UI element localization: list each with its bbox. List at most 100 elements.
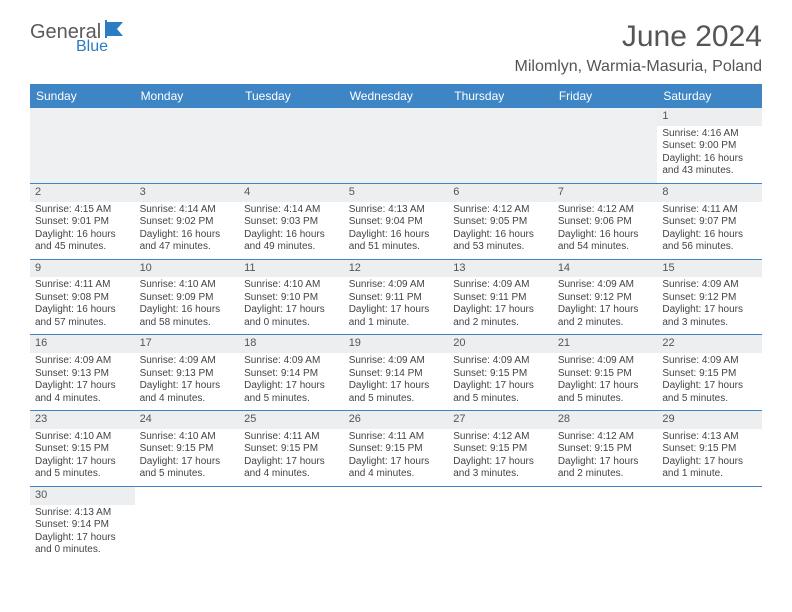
- calendar-cell: [135, 108, 240, 183]
- sunrise-text: Sunrise: 4:09 AM: [349, 279, 444, 292]
- calendar-cell: 16Sunrise: 4:09 AMSunset: 9:13 PMDayligh…: [30, 335, 135, 411]
- sunrise-text: Sunrise: 4:13 AM: [35, 507, 130, 520]
- daylight-text: Daylight: 17 hours and 2 minutes.: [453, 304, 548, 329]
- calendar-cell: [239, 108, 344, 183]
- daylight-text: Daylight: 17 hours and 2 minutes.: [558, 456, 653, 481]
- sunrise-text: Sunrise: 4:11 AM: [35, 279, 130, 292]
- daylight-text: Daylight: 16 hours and 56 minutes.: [662, 229, 757, 254]
- sunset-text: Sunset: 9:02 PM: [140, 216, 235, 229]
- calendar-cell: 13Sunrise: 4:09 AMSunset: 9:11 PMDayligh…: [448, 259, 553, 335]
- sunset-text: Sunset: 9:14 PM: [244, 368, 339, 381]
- daylight-text: Daylight: 17 hours and 0 minutes.: [244, 304, 339, 329]
- sunrise-text: Sunrise: 4:09 AM: [558, 355, 653, 368]
- day-number: 20: [448, 335, 553, 353]
- sunset-text: Sunset: 9:15 PM: [349, 443, 444, 456]
- calendar-body: 1Sunrise: 4:16 AMSunset: 9:00 PMDaylight…: [30, 108, 762, 562]
- sunset-text: Sunset: 9:00 PM: [662, 140, 757, 153]
- daylight-text: Daylight: 17 hours and 5 minutes.: [244, 380, 339, 405]
- day-number: 16: [30, 335, 135, 353]
- daylight-text: Daylight: 16 hours and 43 minutes.: [662, 153, 757, 178]
- calendar-cell: 30Sunrise: 4:13 AMSunset: 9:14 PMDayligh…: [30, 486, 135, 561]
- sunset-text: Sunset: 9:04 PM: [349, 216, 444, 229]
- sunset-text: Sunset: 9:09 PM: [140, 292, 235, 305]
- sunrise-text: Sunrise: 4:09 AM: [244, 355, 339, 368]
- calendar-cell: 12Sunrise: 4:09 AMSunset: 9:11 PMDayligh…: [344, 259, 449, 335]
- calendar-week-row: 30Sunrise: 4:13 AMSunset: 9:14 PMDayligh…: [30, 486, 762, 561]
- sunset-text: Sunset: 9:11 PM: [349, 292, 444, 305]
- sunset-text: Sunset: 9:15 PM: [662, 443, 757, 456]
- daylight-text: Daylight: 17 hours and 5 minutes.: [349, 380, 444, 405]
- sunset-text: Sunset: 9:15 PM: [558, 443, 653, 456]
- day-number: 22: [657, 335, 762, 353]
- calendar-cell: 26Sunrise: 4:11 AMSunset: 9:15 PMDayligh…: [344, 411, 449, 487]
- calendar-cell: 18Sunrise: 4:09 AMSunset: 9:14 PMDayligh…: [239, 335, 344, 411]
- sunrise-text: Sunrise: 4:09 AM: [662, 279, 757, 292]
- daylight-text: Daylight: 17 hours and 1 minute.: [349, 304, 444, 329]
- sunrise-text: Sunrise: 4:10 AM: [244, 279, 339, 292]
- calendar-cell: 1Sunrise: 4:16 AMSunset: 9:00 PMDaylight…: [657, 108, 762, 183]
- day-number: 19: [344, 335, 449, 353]
- sunset-text: Sunset: 9:10 PM: [244, 292, 339, 305]
- day-number: 1: [657, 108, 762, 126]
- calendar-cell: 17Sunrise: 4:09 AMSunset: 9:13 PMDayligh…: [135, 335, 240, 411]
- sunset-text: Sunset: 9:15 PM: [453, 443, 548, 456]
- sunrise-text: Sunrise: 4:12 AM: [558, 431, 653, 444]
- daylight-text: Daylight: 17 hours and 2 minutes.: [558, 304, 653, 329]
- day-number: 27: [448, 411, 553, 429]
- sunset-text: Sunset: 9:15 PM: [453, 368, 548, 381]
- daylight-text: Daylight: 17 hours and 5 minutes.: [140, 456, 235, 481]
- calendar-cell: [553, 108, 658, 183]
- daylight-text: Daylight: 17 hours and 5 minutes.: [662, 380, 757, 405]
- day-number: 26: [344, 411, 449, 429]
- daylight-text: Daylight: 17 hours and 3 minutes.: [453, 456, 548, 481]
- calendar-cell: 2Sunrise: 4:15 AMSunset: 9:01 PMDaylight…: [30, 183, 135, 259]
- month-title: June 2024: [515, 20, 762, 54]
- day-number: 3: [135, 184, 240, 202]
- flag-icon: [105, 20, 127, 44]
- daylight-text: Daylight: 17 hours and 4 minutes.: [35, 380, 130, 405]
- sunset-text: Sunset: 9:11 PM: [453, 292, 548, 305]
- sunset-text: Sunset: 9:06 PM: [558, 216, 653, 229]
- daylight-text: Daylight: 17 hours and 3 minutes.: [662, 304, 757, 329]
- calendar-cell: 24Sunrise: 4:10 AMSunset: 9:15 PMDayligh…: [135, 411, 240, 487]
- calendar-cell: 14Sunrise: 4:09 AMSunset: 9:12 PMDayligh…: [553, 259, 658, 335]
- calendar-cell: [344, 108, 449, 183]
- daylight-text: Daylight: 17 hours and 4 minutes.: [349, 456, 444, 481]
- day-number: 14: [553, 260, 658, 278]
- day-number: 9: [30, 260, 135, 278]
- day-number: 5: [344, 184, 449, 202]
- daylight-text: Daylight: 17 hours and 5 minutes.: [558, 380, 653, 405]
- daylight-text: Daylight: 16 hours and 57 minutes.: [35, 304, 130, 329]
- daylight-text: Daylight: 16 hours and 54 minutes.: [558, 229, 653, 254]
- calendar-cell: 6Sunrise: 4:12 AMSunset: 9:05 PMDaylight…: [448, 183, 553, 259]
- day-number: 8: [657, 184, 762, 202]
- calendar-cell: 11Sunrise: 4:10 AMSunset: 9:10 PMDayligh…: [239, 259, 344, 335]
- day-header: Sunday: [30, 84, 135, 108]
- sunset-text: Sunset: 9:05 PM: [453, 216, 548, 229]
- day-number: 21: [553, 335, 658, 353]
- sunset-text: Sunset: 9:03 PM: [244, 216, 339, 229]
- calendar-cell: 19Sunrise: 4:09 AMSunset: 9:14 PMDayligh…: [344, 335, 449, 411]
- calendar-cell: [344, 486, 449, 561]
- daylight-text: Daylight: 16 hours and 45 minutes.: [35, 229, 130, 254]
- sunset-text: Sunset: 9:12 PM: [558, 292, 653, 305]
- calendar-week-row: 1Sunrise: 4:16 AMSunset: 9:00 PMDaylight…: [30, 108, 762, 183]
- day-number: 25: [239, 411, 344, 429]
- sunrise-text: Sunrise: 4:11 AM: [662, 204, 757, 217]
- daylight-text: Daylight: 16 hours and 47 minutes.: [140, 229, 235, 254]
- daylight-text: Daylight: 17 hours and 4 minutes.: [244, 456, 339, 481]
- sunrise-text: Sunrise: 4:10 AM: [140, 431, 235, 444]
- calendar-cell: [448, 108, 553, 183]
- sunset-text: Sunset: 9:15 PM: [662, 368, 757, 381]
- sunset-text: Sunset: 9:15 PM: [35, 443, 130, 456]
- calendar-cell: [553, 486, 658, 561]
- sunrise-text: Sunrise: 4:09 AM: [35, 355, 130, 368]
- header: General Blue June 2024 Milomlyn, Warmia-…: [30, 20, 762, 76]
- location: Milomlyn, Warmia-Masuria, Poland: [515, 58, 762, 76]
- calendar-week-row: 23Sunrise: 4:10 AMSunset: 9:15 PMDayligh…: [30, 411, 762, 487]
- day-number: 6: [448, 184, 553, 202]
- sunset-text: Sunset: 9:14 PM: [349, 368, 444, 381]
- sunset-text: Sunset: 9:15 PM: [140, 443, 235, 456]
- day-number: 10: [135, 260, 240, 278]
- day-number: 15: [657, 260, 762, 278]
